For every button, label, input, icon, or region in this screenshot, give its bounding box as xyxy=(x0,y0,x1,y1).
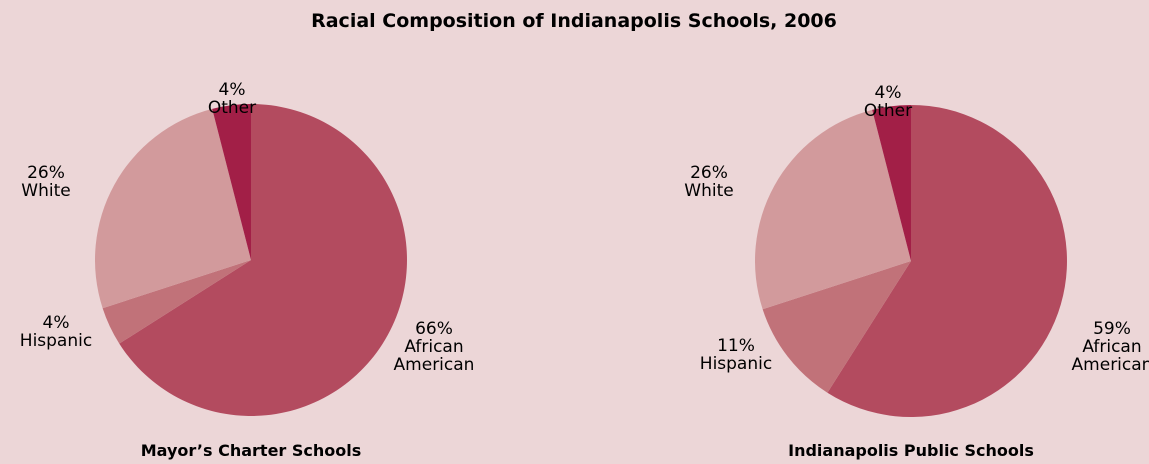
pie-2-label-other: 4% Other xyxy=(864,83,912,121)
pie-2-slice-other xyxy=(872,105,911,261)
pie-1-label-hispanic: 4% Hispanic xyxy=(20,313,92,351)
pie-2-slice-african-american xyxy=(827,105,1067,417)
pie-1-label-white: 26% White xyxy=(21,163,70,201)
pie-1-slice-white xyxy=(95,108,251,309)
pie-1-slice-african-american xyxy=(119,104,407,416)
pie-1-label-african-american: 66% African American xyxy=(394,319,475,375)
pie-1-slice-hispanic xyxy=(102,260,251,344)
pie-2-title: Indianapolis Public Schools xyxy=(788,441,1034,460)
chart-title: Racial Composition of Indianapolis Schoo… xyxy=(311,10,837,32)
pie-2-label-white: 26% White xyxy=(684,163,733,201)
pie-2-slice-hispanic xyxy=(762,261,911,393)
pie-2-label-african-american: 59% African American xyxy=(1072,319,1149,375)
pie-1-title: Mayor’s Charter Schools xyxy=(141,441,362,460)
pie-2-slice-white xyxy=(755,109,911,310)
pie-2-label-hispanic: 11% Hispanic xyxy=(700,336,772,374)
pies-group: 66% African American 4% Hispanic 26% White 4% Ot… xyxy=(20,80,1149,460)
pie-1-label-other: 4% Other xyxy=(208,80,256,118)
pie-1-slice-other xyxy=(212,103,251,260)
